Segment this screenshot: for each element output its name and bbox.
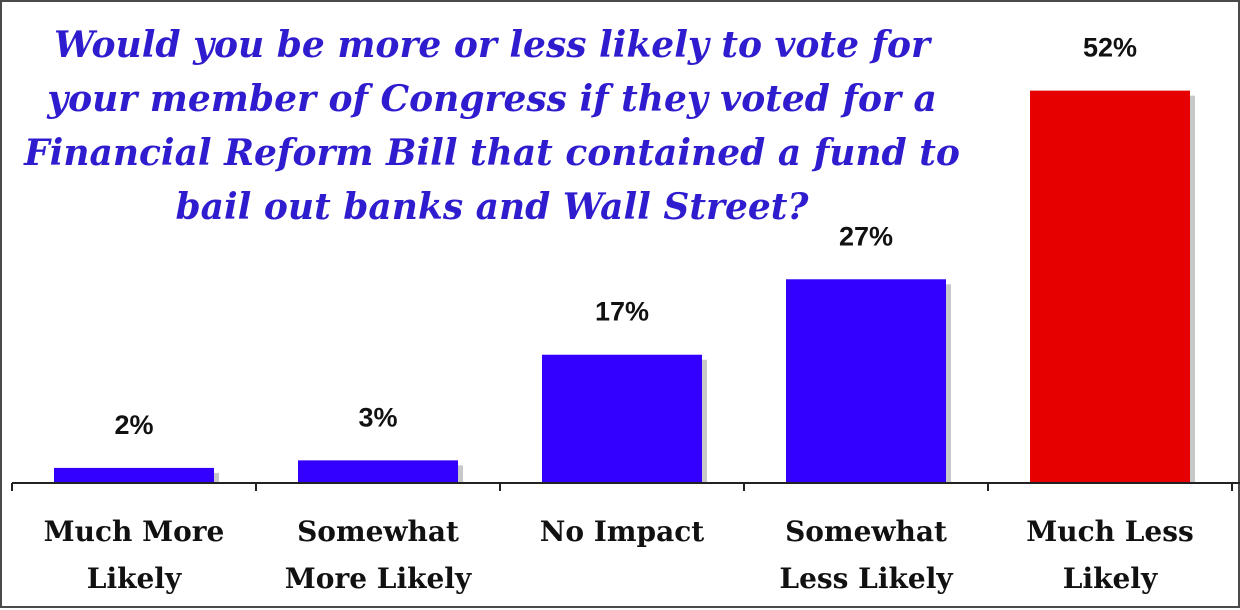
bar-much-more-likely (54, 467, 214, 483)
value-label: 2% (114, 410, 153, 440)
category-label-line: Less Likely (779, 562, 953, 595)
bar-no-impact (542, 354, 702, 483)
category-label: No Impact (512, 508, 732, 555)
chart-title: Would you be more or less likely to vote… (24, 24, 960, 228)
category-label: Much Less Likely (1000, 508, 1220, 602)
x-axis-ticks (11, 483, 1233, 491)
category-label-line: Likely (1062, 562, 1158, 595)
bar-much-less-likely (1030, 90, 1190, 484)
category-label-line: More Likely (284, 562, 472, 595)
value-label: 3% (358, 402, 397, 432)
value-label: 27% (839, 221, 893, 251)
bar-somewhat-more-likely (298, 460, 458, 483)
category-label-line: Likely (86, 562, 182, 595)
bars-layer (54, 90, 1195, 484)
category-label: Much More Likely (24, 508, 244, 602)
category-label-line: Somewhat (785, 515, 947, 548)
category-label-line: Much More (43, 515, 225, 548)
bar-somewhat-less-likely (786, 279, 946, 483)
category-label: Somewhat More Likely (268, 508, 488, 602)
value-label: 17% (595, 297, 649, 327)
category-label-line: Much Less (1026, 515, 1194, 548)
category-label: Somewhat Less Likely (756, 508, 976, 602)
value-label: 52% (1083, 33, 1137, 63)
category-label-line: Somewhat (297, 515, 459, 548)
category-label-line: No Impact (539, 515, 705, 548)
value-labels-layer: 2% 3% 17% 27% 52% (114, 33, 1137, 440)
